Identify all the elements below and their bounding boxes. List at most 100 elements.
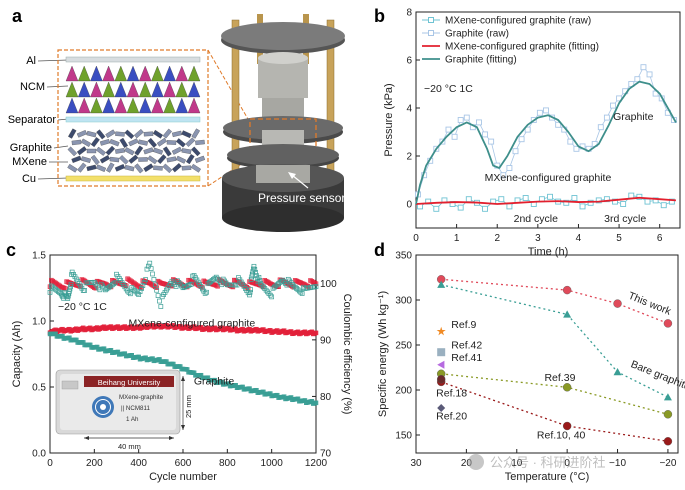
ncm-crystal <box>163 97 176 114</box>
data-point <box>620 201 627 207</box>
graphite-flake <box>67 146 78 157</box>
data-point <box>157 298 162 304</box>
graphite-flake <box>119 155 129 165</box>
legend-label: MXene-configured graphite (raw) <box>445 16 591 27</box>
data-point <box>123 283 129 289</box>
graphite-flake <box>128 154 139 164</box>
label-cu: Cu <box>22 173 36 185</box>
data-point <box>451 133 458 140</box>
data-point <box>628 192 635 199</box>
inset-line1: MXene-graphite <box>119 394 164 401</box>
ncm-crystal <box>102 81 115 98</box>
data-point <box>292 284 298 290</box>
data-point <box>295 287 301 293</box>
al-foil <box>65 56 201 63</box>
data-point <box>291 284 297 290</box>
data-point <box>125 288 130 294</box>
graphite-flake <box>175 155 187 164</box>
data-point <box>522 195 529 201</box>
series-line-0 <box>441 278 669 325</box>
series-line-3 <box>440 381 669 442</box>
graphite-flake <box>128 138 139 147</box>
data-point <box>634 76 641 83</box>
data-point <box>111 281 117 287</box>
graphite-flake <box>143 147 154 155</box>
x-tick-label: 30 <box>410 458 422 469</box>
x-tick-label: 0 <box>564 458 570 469</box>
data-point <box>151 277 157 282</box>
graphite-flake <box>80 156 92 163</box>
y-tick-label: 250 <box>395 341 412 352</box>
data-point <box>257 278 263 283</box>
data-point <box>66 291 72 297</box>
data-point <box>660 202 667 209</box>
y-tick-label: 6 <box>406 56 412 67</box>
data-point <box>555 121 562 128</box>
data-point <box>248 287 253 292</box>
y-axis-label: Specific energy (Wh kg⁻¹) <box>377 291 389 417</box>
data-point <box>313 281 319 286</box>
x-tick-label: 1200 <box>305 458 328 469</box>
x-tick-label: −10 <box>609 458 626 469</box>
data-point <box>65 293 71 299</box>
x-tick-label: 0 <box>413 233 419 244</box>
data-point <box>436 326 446 336</box>
data-point <box>562 383 572 392</box>
data-point <box>158 304 164 309</box>
data-point <box>465 196 472 203</box>
data-point <box>663 410 673 419</box>
separator <box>65 116 201 123</box>
brand-text: Beihang University <box>98 378 161 387</box>
data-point <box>646 71 653 78</box>
data-point <box>518 136 525 143</box>
brand-bar <box>84 376 174 387</box>
zoom-line-top <box>207 49 253 127</box>
point-label: Ref.42 <box>451 340 482 352</box>
x-tick-label: 200 <box>86 458 103 469</box>
upper-piston <box>258 58 308 98</box>
data-point <box>134 290 140 296</box>
graphite-flake <box>115 148 125 154</box>
x-tick-label: 4 <box>576 233 582 244</box>
data-point <box>130 286 136 292</box>
panel-c: c 0 200 400 600 800 1000 1200 0.0 0.5 1.0 1.5 70 80 9… <box>6 240 353 483</box>
y2-tick-label: 80 <box>320 392 332 403</box>
graphite-flake <box>80 138 92 147</box>
label-separator: Separator <box>8 114 57 126</box>
data-point <box>547 193 553 200</box>
legend-marker <box>428 30 434 36</box>
x-tick-label: 800 <box>219 458 236 469</box>
ncm-layer <box>65 65 201 114</box>
graphite-flake <box>181 130 192 139</box>
data-point <box>154 285 159 290</box>
data-point <box>248 277 254 282</box>
y-tick-label: 0.0 <box>32 449 46 460</box>
legend-label: Graphite (fitting) <box>445 55 517 66</box>
ncm-crystal <box>175 81 189 98</box>
data-point <box>445 126 452 133</box>
graphite-flake <box>115 131 125 137</box>
ncm-crystal <box>151 97 164 114</box>
ncm-crystal <box>138 81 152 98</box>
data-point <box>498 196 505 203</box>
data-point <box>247 289 253 295</box>
data-point <box>313 330 319 336</box>
x-axis-label: Cycle number <box>149 471 217 483</box>
data-point <box>256 274 262 280</box>
data-point <box>212 275 218 281</box>
graphite-flake <box>190 163 201 173</box>
width-label: 40 mm <box>118 442 141 451</box>
graphite-flake <box>133 128 144 139</box>
x-tick-label: 1000 <box>261 458 284 469</box>
data-point <box>204 289 209 295</box>
data-point <box>68 281 74 287</box>
annotation: 2nd cycle <box>514 213 559 225</box>
data-point <box>67 289 72 294</box>
y-axis-label: Pressure (kPa) <box>383 83 395 156</box>
data-point <box>571 195 578 201</box>
data-point <box>612 198 618 205</box>
label-ncm: NCM <box>20 81 45 93</box>
graphite-flake <box>109 139 120 147</box>
zoom-frame <box>57 49 209 187</box>
ncm-crystal <box>77 81 91 98</box>
